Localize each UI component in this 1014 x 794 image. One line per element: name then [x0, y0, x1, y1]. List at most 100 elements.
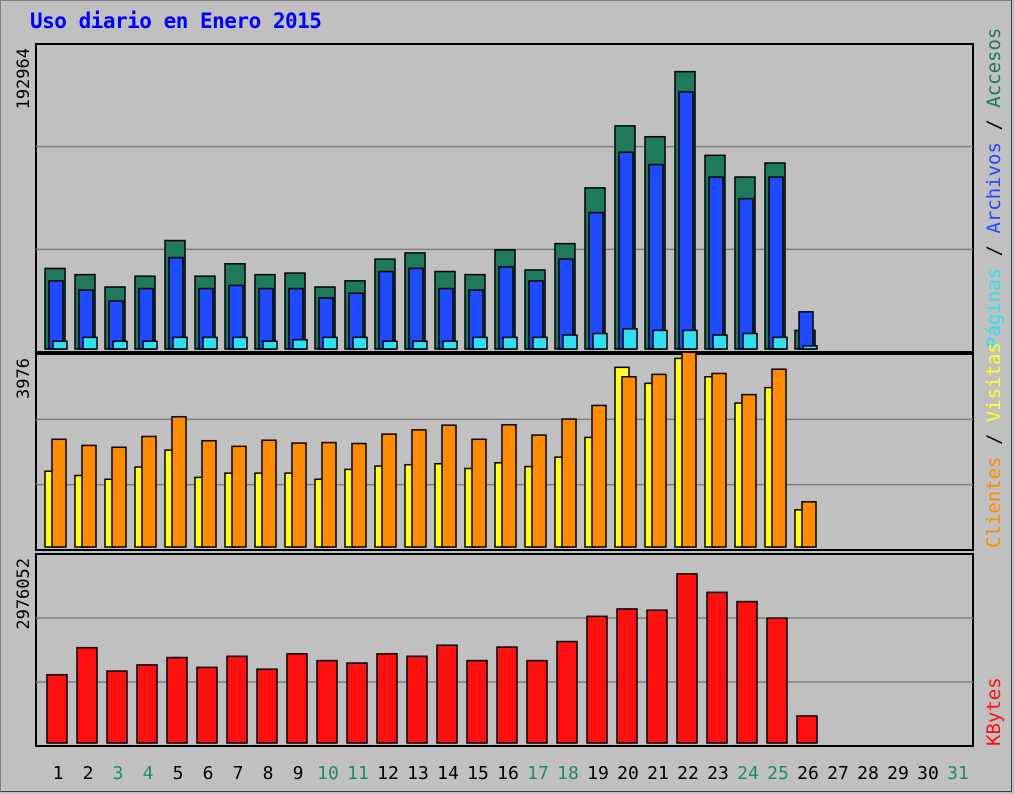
x-tick-label-23: 23 — [707, 763, 729, 784]
x-tick-label-10: 10 — [317, 763, 339, 784]
bar-bottom-kbytes-9 — [286, 653, 308, 744]
bar-bottom-kbytes-1 — [46, 673, 68, 744]
bar-middle-clientes-1 — [51, 438, 67, 548]
legend-bottom: KBytes — [983, 677, 1005, 746]
x-tick-label-8: 8 — [263, 763, 274, 784]
bar-top-paginas-10 — [322, 336, 338, 350]
bar-top-paginas-6 — [202, 336, 218, 350]
x-tick-label-5: 5 — [173, 763, 184, 784]
bar-top-archivos-22 — [678, 91, 694, 350]
bar-bottom-kbytes-6 — [196, 666, 218, 744]
bar-bottom-kbytes-21 — [646, 609, 668, 744]
x-tick-label-3: 3 — [113, 763, 124, 784]
x-tick-label-7: 7 — [233, 763, 244, 784]
bar-top-paginas-13 — [412, 340, 428, 350]
bar-top-paginas-20 — [622, 328, 638, 350]
bar-top-archivos-5 — [168, 256, 184, 350]
bar-top-archivos-24 — [738, 197, 754, 350]
bar-top-archivos-20 — [618, 151, 634, 350]
bar-middle-clientes-24 — [741, 393, 757, 548]
bar-top-paginas-2 — [82, 336, 98, 350]
bar-middle-clientes-13 — [411, 429, 427, 548]
legend-separator: / — [983, 108, 1005, 142]
bar-top-paginas-26 — [802, 345, 818, 350]
bar-top-paginas-23 — [712, 334, 728, 350]
bar-top-paginas-17 — [532, 336, 548, 350]
bar-bottom-kbytes-2 — [76, 646, 98, 744]
ymax-label-top: 192964 — [14, 48, 34, 109]
bar-bottom-kbytes-13 — [406, 655, 428, 744]
bar-bottom-kbytes-15 — [466, 659, 488, 744]
chart-title: Uso diario en Enero 2015 — [30, 9, 322, 33]
x-tick-label-17: 17 — [527, 763, 549, 784]
bar-top-paginas-25 — [772, 336, 788, 350]
bar-top-paginas-4 — [142, 340, 158, 350]
bar-bottom-kbytes-17 — [526, 659, 548, 744]
bar-top-paginas-8 — [262, 340, 278, 350]
bar-bottom-kbytes-10 — [316, 659, 338, 744]
bar-bottom-kbytes-7 — [226, 655, 248, 744]
bar-top-archivos-13 — [408, 267, 424, 350]
bar-middle-clientes-2 — [81, 444, 97, 548]
x-tick-label-22: 22 — [677, 763, 699, 784]
bar-middle-clientes-4 — [141, 435, 157, 548]
bar-middle-clientes-14 — [441, 424, 457, 548]
bar-bottom-kbytes-14 — [436, 644, 458, 744]
x-tick-label-28: 28 — [857, 763, 879, 784]
bar-top-paginas-3 — [112, 340, 128, 350]
ymax-label-middle: 3976 — [14, 358, 34, 399]
bar-middle-clientes-16 — [501, 423, 517, 548]
x-tick-label-2: 2 — [83, 763, 94, 784]
x-tick-label-24: 24 — [737, 763, 759, 784]
x-tick-label-14: 14 — [437, 763, 459, 784]
bar-top-archivos-26 — [798, 311, 814, 350]
x-tick-label-9: 9 — [293, 763, 304, 784]
bar-middle-clientes-8 — [261, 439, 277, 548]
bar-top-paginas-9 — [292, 338, 308, 350]
bar-top-paginas-15 — [472, 336, 488, 350]
bar-bottom-kbytes-26 — [796, 715, 818, 744]
bar-top-paginas-16 — [502, 336, 518, 350]
bar-bottom-kbytes-16 — [496, 646, 518, 744]
x-tick-label-18: 18 — [557, 763, 579, 784]
bar-bottom-kbytes-11 — [346, 662, 368, 744]
bar-bottom-kbytes-22 — [676, 573, 698, 744]
x-tick-label-30: 30 — [917, 763, 939, 784]
bar-bottom-kbytes-24 — [736, 600, 758, 744]
bar-middle-clientes-7 — [231, 445, 247, 548]
bar-middle-clientes-15 — [471, 438, 487, 548]
bar-top-archivos-19 — [588, 211, 604, 350]
legend-item-kbytes: KBytes — [983, 677, 1005, 746]
legend-separator: / — [983, 422, 1005, 456]
bar-bottom-kbytes-5 — [166, 656, 188, 744]
bar-top-paginas-24 — [742, 332, 758, 350]
bar-top-paginas-21 — [652, 329, 668, 350]
bar-top-archivos-8 — [258, 287, 274, 350]
legend-item-archivos: Archivos — [983, 142, 1005, 234]
x-tick-label-12: 12 — [377, 763, 399, 784]
bar-top-paginas-18 — [562, 334, 578, 350]
legend-item-visitas: Visitas — [983, 342, 1005, 422]
bar-middle-clientes-21 — [651, 373, 667, 548]
legend-item-clientes: Clientes — [983, 456, 1005, 548]
bar-middle-clientes-11 — [351, 442, 367, 548]
bar-top-paginas-22 — [682, 329, 698, 350]
bar-top-paginas-7 — [232, 336, 248, 350]
bar-middle-clientes-22 — [681, 351, 697, 548]
bar-top-archivos-25 — [768, 176, 784, 350]
bar-top-archivos-1 — [48, 280, 64, 350]
bar-top-archivos-12 — [378, 270, 394, 350]
x-tick-label-21: 21 — [647, 763, 669, 784]
bar-top-paginas-19 — [592, 332, 608, 350]
legend-middle: Clientes / Visitas — [983, 342, 1005, 548]
x-tick-label-11: 11 — [347, 763, 369, 784]
x-tick-label-4: 4 — [143, 763, 154, 784]
bar-middle-clientes-6 — [201, 439, 217, 548]
bar-top-paginas-14 — [442, 340, 458, 350]
bar-middle-clientes-5 — [171, 415, 187, 548]
x-tick-label-15: 15 — [467, 763, 489, 784]
x-tick-label-13: 13 — [407, 763, 429, 784]
bar-bottom-kbytes-18 — [556, 640, 578, 744]
bar-bottom-kbytes-3 — [106, 670, 128, 744]
x-tick-label-27: 27 — [827, 763, 849, 784]
